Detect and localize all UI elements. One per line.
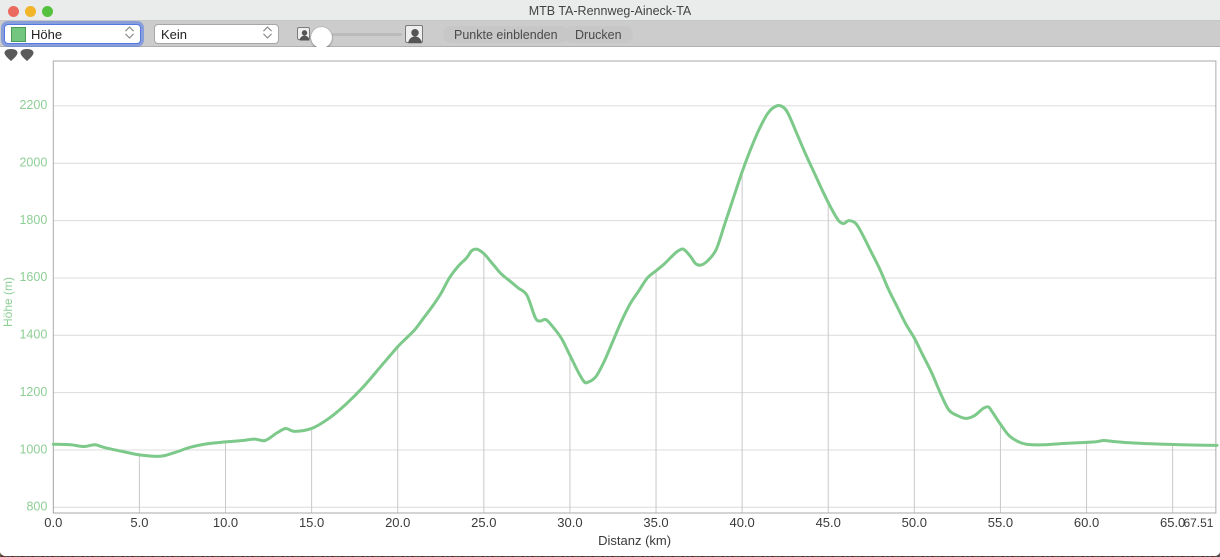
svg-text:1400: 1400 (19, 328, 47, 342)
svg-text:1200: 1200 (19, 385, 47, 399)
svg-text:1600: 1600 (19, 270, 47, 284)
svg-text:15.0: 15.0 (299, 515, 324, 530)
svg-text:2200: 2200 (19, 98, 47, 112)
svg-text:50.0: 50.0 (902, 515, 927, 530)
svg-text:1800: 1800 (19, 213, 47, 227)
svg-text:20.0: 20.0 (385, 515, 410, 530)
svg-text:65.0: 65.0 (1160, 515, 1185, 530)
svg-text:45.0: 45.0 (816, 515, 841, 530)
svg-text:800: 800 (26, 500, 47, 514)
svg-text:35.0: 35.0 (643, 515, 668, 530)
svg-text:2000: 2000 (19, 156, 47, 170)
svg-text:55.0: 55.0 (988, 515, 1013, 530)
svg-text:10.0: 10.0 (213, 515, 238, 530)
svg-text:40.0: 40.0 (729, 515, 754, 530)
svg-text:67.51: 67.51 (1183, 516, 1213, 530)
svg-text:1000: 1000 (19, 442, 47, 456)
svg-text:30.0: 30.0 (557, 515, 582, 530)
svg-text:0.0: 0.0 (44, 515, 62, 530)
svg-text:Distanz (km): Distanz (km) (598, 533, 671, 548)
svg-text:25.0: 25.0 (471, 515, 496, 530)
svg-text:5.0: 5.0 (130, 515, 148, 530)
svg-text:60.0: 60.0 (1074, 515, 1099, 530)
